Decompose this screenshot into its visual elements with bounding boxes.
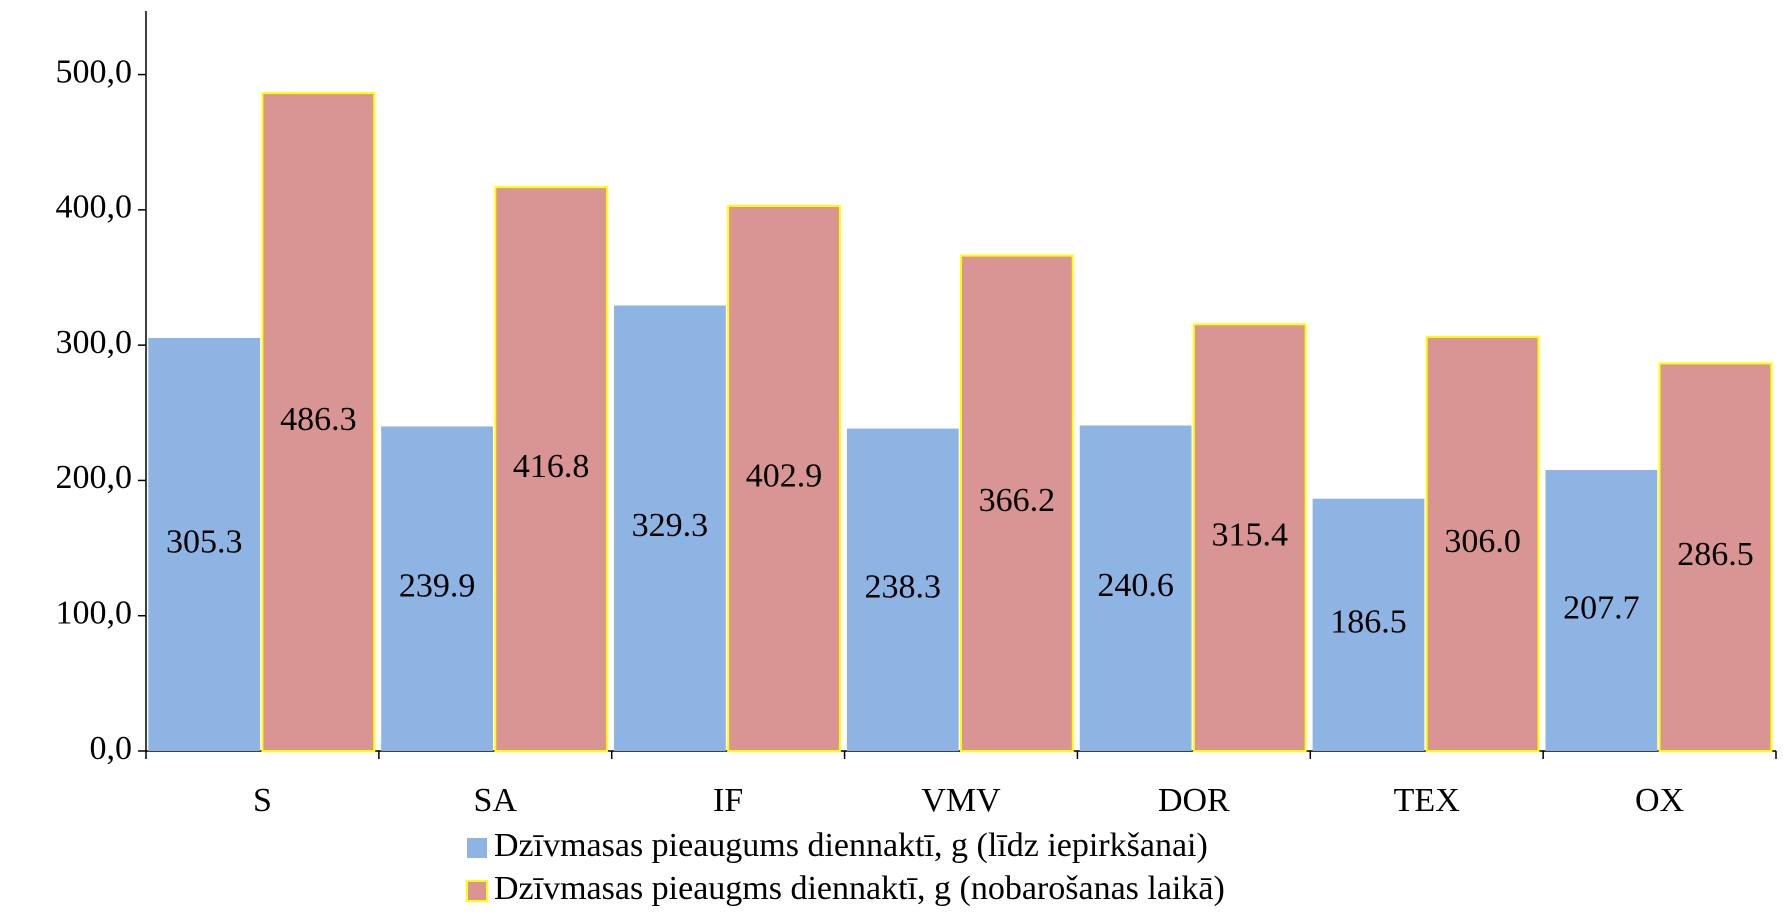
data-label: 240.6 [1097, 567, 1174, 604]
data-label: 239.9 [399, 568, 476, 605]
x-tick-label: S [253, 782, 272, 819]
y-tick-label: 500,0 [56, 53, 133, 90]
data-label: 306.0 [1444, 523, 1521, 560]
y-tick-label: 100,0 [56, 595, 133, 632]
bar [846, 428, 959, 751]
data-label: 315.4 [1211, 516, 1288, 553]
data-label: 305.3 [166, 523, 243, 560]
bar [1658, 362, 1773, 752]
data-label: 329.3 [632, 507, 709, 544]
bar [960, 254, 1074, 752]
x-tick-label: SA [474, 782, 518, 819]
bar [1192, 323, 1307, 752]
legend-swatch [467, 838, 487, 858]
bar [261, 92, 376, 752]
x-tick-label: IF [713, 782, 743, 819]
y-tick-label: 300,0 [56, 324, 133, 361]
data-label: 416.8 [513, 448, 590, 485]
legend-label: Dzīvmasas pieaugums diennaktī, g (līdz i… [494, 827, 1208, 864]
data-label: 286.5 [1677, 536, 1754, 573]
bar [727, 204, 841, 753]
bar [1079, 425, 1192, 751]
data-label: 402.9 [746, 457, 823, 494]
y-tick-label: 0,0 [90, 730, 133, 767]
bar [381, 426, 493, 751]
y-tick-label: 400,0 [56, 189, 133, 226]
x-tick-label: DOR [1158, 782, 1230, 819]
bar [1425, 336, 1540, 752]
x-tick-label: TEX [1394, 782, 1460, 819]
data-label: 238.3 [865, 569, 942, 606]
data-label: 207.7 [1563, 589, 1640, 626]
x-tick-label: VMV [921, 782, 1001, 819]
legend-label: Dzīvmasas pieaugms diennaktī, g (nobaroš… [494, 870, 1225, 907]
bar [1545, 470, 1658, 751]
data-label: 366.2 [979, 482, 1056, 519]
y-tick-label: 200,0 [56, 459, 133, 496]
bar [1312, 498, 1425, 751]
bar [614, 305, 726, 751]
bar [494, 186, 609, 753]
x-tick-label: OX [1635, 782, 1684, 819]
data-label: 486.3 [280, 401, 357, 438]
data-label: 186.5 [1330, 604, 1407, 641]
bar [148, 337, 261, 751]
legend-swatch [466, 880, 488, 902]
